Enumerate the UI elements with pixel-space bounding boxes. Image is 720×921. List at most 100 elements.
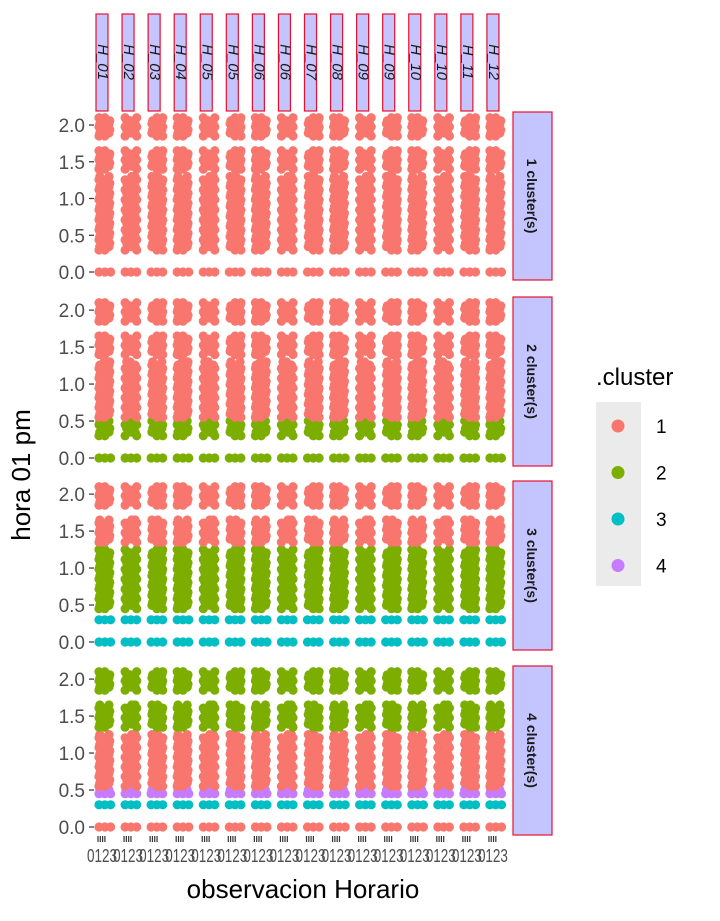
data-point xyxy=(173,515,183,525)
data-point xyxy=(231,515,241,525)
data-point xyxy=(392,615,402,625)
data-point xyxy=(132,800,142,810)
data-point xyxy=(470,545,481,555)
data-point xyxy=(360,357,370,367)
column-strip: H_01 xyxy=(94,13,111,112)
column-strip: H_04 xyxy=(172,13,189,112)
data-point xyxy=(392,822,402,832)
data-point xyxy=(286,730,296,740)
data-point xyxy=(158,800,168,810)
data-point xyxy=(392,545,402,555)
data-point xyxy=(100,667,110,677)
data-point xyxy=(314,637,324,647)
data-point xyxy=(182,730,192,740)
data-point xyxy=(334,482,344,492)
data-point xyxy=(276,667,286,677)
data-point xyxy=(366,822,376,832)
data-point xyxy=(495,515,505,525)
data-point xyxy=(314,267,324,277)
data-point xyxy=(184,822,194,832)
data-point xyxy=(157,357,167,367)
data-point xyxy=(444,331,454,341)
data-point xyxy=(210,146,220,156)
data-point xyxy=(491,545,501,555)
column-strip-label: H_09 xyxy=(381,44,398,81)
data-point xyxy=(256,146,266,156)
data-point xyxy=(95,700,105,710)
data-point xyxy=(433,331,443,341)
data-point xyxy=(198,146,208,156)
column-strip-box xyxy=(303,13,318,112)
data-point xyxy=(314,146,324,156)
data-point xyxy=(387,730,397,740)
data-point xyxy=(392,113,402,123)
data-point xyxy=(276,146,286,156)
column-strip: H_02 xyxy=(120,13,137,112)
data-point xyxy=(106,615,116,625)
data-point xyxy=(132,667,142,677)
data-point xyxy=(443,730,453,740)
data-point xyxy=(132,637,142,647)
data-point xyxy=(198,482,208,492)
row-strip-box xyxy=(512,480,553,651)
data-point xyxy=(444,800,454,810)
data-point xyxy=(496,357,506,367)
data-point xyxy=(387,171,397,182)
data-point xyxy=(392,267,402,277)
data-point xyxy=(334,667,344,677)
data-point xyxy=(210,822,220,832)
data-point xyxy=(236,267,246,277)
data-point xyxy=(355,331,365,341)
data-point xyxy=(236,822,246,832)
data-point xyxy=(286,515,296,525)
data-point xyxy=(340,822,350,832)
data-point xyxy=(105,357,115,367)
data-point xyxy=(309,171,319,182)
data-point xyxy=(366,113,376,123)
column-strip-label: H_05 xyxy=(198,44,215,81)
column-strip-box xyxy=(173,13,187,112)
data-point xyxy=(288,637,298,647)
column-strip: H_06 xyxy=(276,13,293,112)
x-axis: 0123012301230123012301230123012301230123… xyxy=(87,836,508,866)
data-point xyxy=(100,146,110,156)
data-point xyxy=(486,700,496,710)
data-point xyxy=(210,267,220,277)
data-point xyxy=(496,453,507,463)
data-point xyxy=(470,357,480,367)
data-point xyxy=(491,331,501,341)
column-strip-label: H_02 xyxy=(120,44,137,81)
column-strip: H_12 xyxy=(485,13,502,112)
data-point xyxy=(276,113,286,123)
y-tick-label: 0.5 xyxy=(59,226,85,247)
data-point xyxy=(418,267,428,277)
data-point xyxy=(413,331,423,341)
data-point xyxy=(413,113,423,123)
data-point xyxy=(444,637,454,647)
data-point xyxy=(276,331,286,341)
data-point xyxy=(276,545,286,555)
row-strip-box xyxy=(512,111,553,281)
data-point xyxy=(235,357,245,367)
panel-3 xyxy=(94,482,507,647)
data-point xyxy=(443,171,453,182)
data-point xyxy=(365,730,375,740)
column-strip: H_11 xyxy=(459,13,476,112)
data-point xyxy=(496,800,507,810)
data-point xyxy=(104,700,114,710)
data-point xyxy=(444,453,454,463)
column-strip: H_09 xyxy=(381,13,398,112)
data-point xyxy=(198,667,208,677)
data-point xyxy=(491,667,501,677)
data-point xyxy=(231,171,241,182)
data-point xyxy=(486,730,496,740)
data-point xyxy=(413,545,423,555)
column-strip-label: H_08 xyxy=(329,44,346,81)
data-point xyxy=(443,515,453,525)
data-point xyxy=(208,171,218,182)
column-strip-box xyxy=(277,13,292,112)
data-point xyxy=(130,700,140,710)
data-point xyxy=(260,171,270,182)
column-strip: H_10 xyxy=(407,13,424,112)
data-point xyxy=(256,113,266,123)
